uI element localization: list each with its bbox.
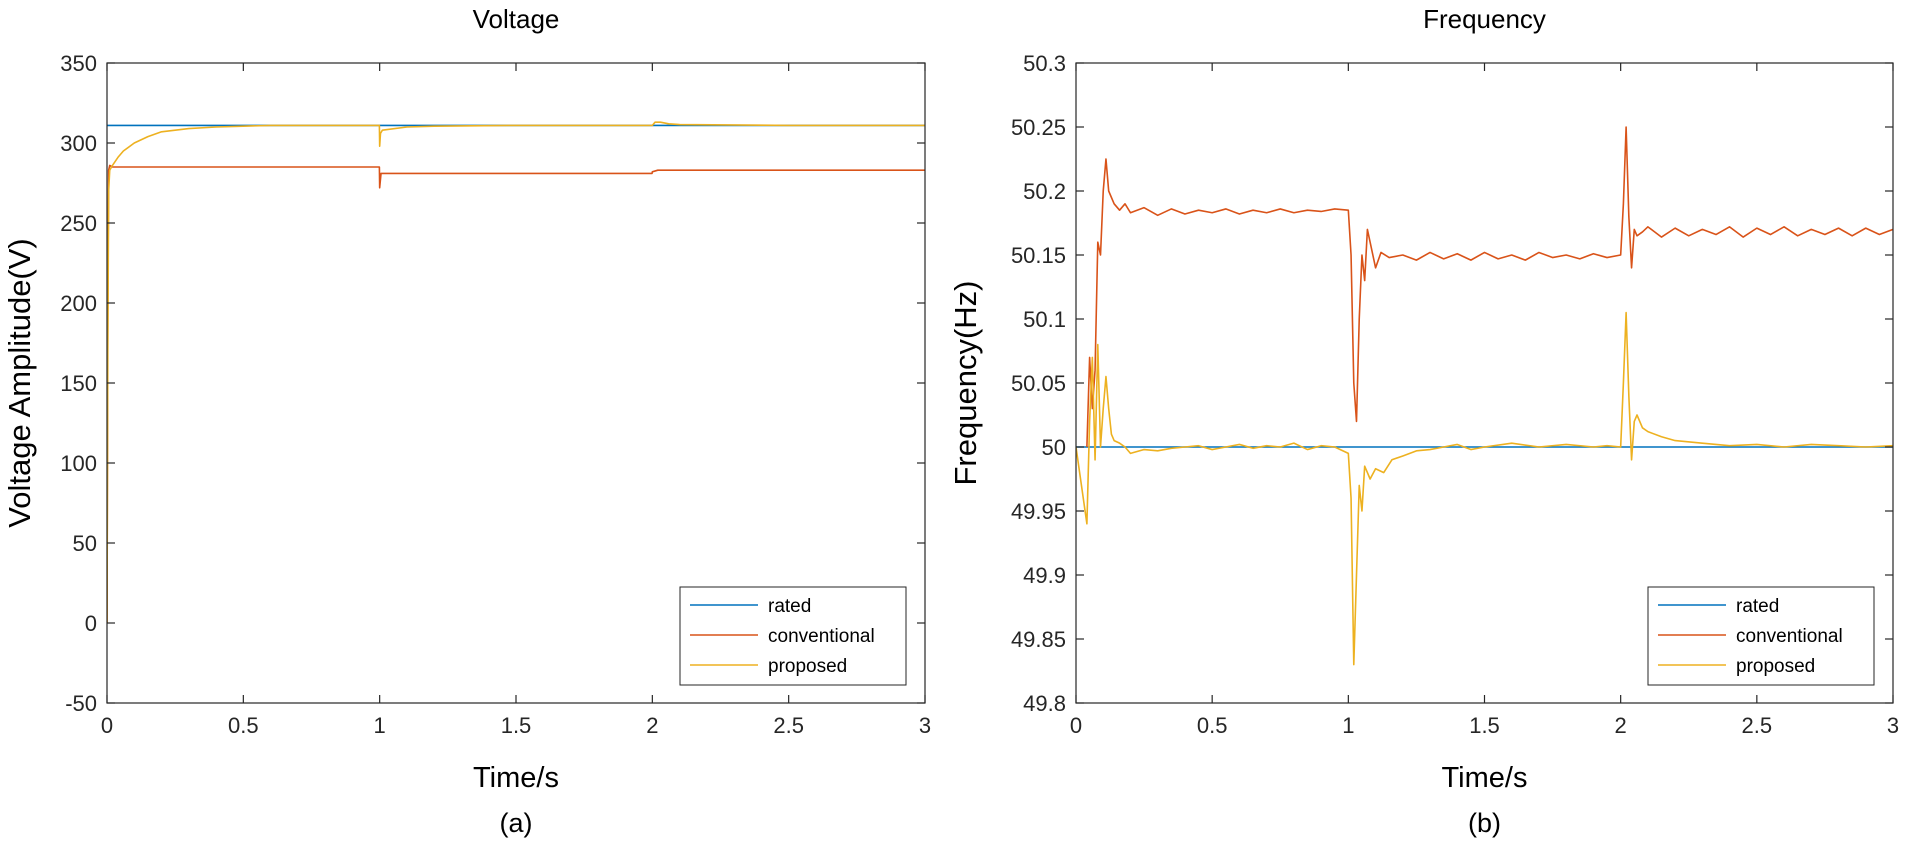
legend-label-conventional: conventional [768, 626, 875, 647]
chart-title: Frequency [1423, 4, 1546, 34]
y-tick-label: 350 [60, 51, 97, 76]
y-tick-label: 49.95 [1011, 499, 1066, 524]
series-group [107, 121, 925, 624]
series-group [1076, 126, 1893, 666]
x-tick-label: 1.5 [1469, 713, 1500, 738]
y-tick-label: 250 [60, 211, 97, 236]
y-tick-label: 200 [60, 291, 97, 316]
x-tick-label: 1.5 [501, 713, 532, 738]
x-tick-label: 0 [1070, 713, 1082, 738]
x-axis-label: Time/s [473, 762, 559, 794]
y-tick-label: 100 [60, 451, 97, 476]
x-tick-label: 3 [1887, 713, 1899, 738]
y-tick-label: 50.15 [1011, 243, 1066, 268]
x-tick-label: 0.5 [1197, 713, 1228, 738]
series-line-conventional [107, 164, 925, 624]
legend-label-rated: rated [1736, 596, 1779, 617]
y-tick-label: -50 [65, 691, 97, 716]
y-tick-label: 50.2 [1023, 179, 1066, 204]
legend-box [679, 586, 907, 686]
panel-caption: (a) [500, 808, 533, 838]
legend-label-proposed: proposed [1736, 656, 1815, 677]
y-tick-label: 50.3 [1023, 51, 1066, 76]
x-tick-label: 2.5 [773, 713, 804, 738]
y-tick-label: 150 [60, 371, 97, 396]
series-line-proposed [107, 121, 925, 624]
chart-panel-a: 0 0.5 1 1.5 2 2.5 3-50050100150200250300350Vol… [2, 4, 931, 838]
y-tick-label: 0 [85, 611, 97, 636]
legend-box [1647, 586, 1875, 686]
series-line-conventional [1086, 126, 1893, 448]
y-tick-label: 50 [1042, 435, 1066, 460]
series-line-proposed [1076, 311, 1893, 666]
y-tick-label: 50.05 [1011, 371, 1066, 396]
legend-label-proposed: proposed [768, 656, 847, 677]
y-tick-label: 50.25 [1011, 115, 1066, 140]
y-axis-label: Voltage Amplitude(V) [2, 238, 37, 528]
x-tick-label: 2.5 [1742, 713, 1773, 738]
panel-caption: (b) [1468, 808, 1501, 838]
legend: rated conventional proposed [679, 586, 907, 686]
legend-label-conventional: conventional [1736, 626, 1843, 647]
y-tick-label: 49.8 [1023, 691, 1066, 716]
x-tick-label: 0 [101, 713, 113, 738]
y-tick-label: 50.1 [1023, 307, 1066, 332]
x-tick-label: 2 [646, 713, 658, 738]
y-tick-label: 49.9 [1023, 563, 1066, 588]
legend-label-rated: rated [768, 596, 811, 617]
x-tick-label: 1 [1342, 713, 1354, 738]
x-tick-label: 3 [919, 713, 931, 738]
legend: rated conventional proposed [1647, 586, 1875, 686]
x-axis-label: Time/s [1442, 762, 1528, 794]
x-tick-label: 2 [1615, 713, 1627, 738]
y-tick-label: 300 [60, 131, 97, 156]
chart-title: Voltage [473, 4, 560, 34]
x-tick-label: 1 [374, 713, 386, 738]
y-tick-label: 49.85 [1011, 627, 1066, 652]
y-tick-label: 50 [73, 531, 97, 556]
chart-panel-b: 0 0.5 1 1.5 2 2.5 3 49.8 49.85 49.9 49.95 50 50.05 50… [948, 4, 1899, 838]
y-axis-label: Frequency(Hz) [948, 281, 983, 486]
x-tick-label: 0.5 [228, 713, 259, 738]
